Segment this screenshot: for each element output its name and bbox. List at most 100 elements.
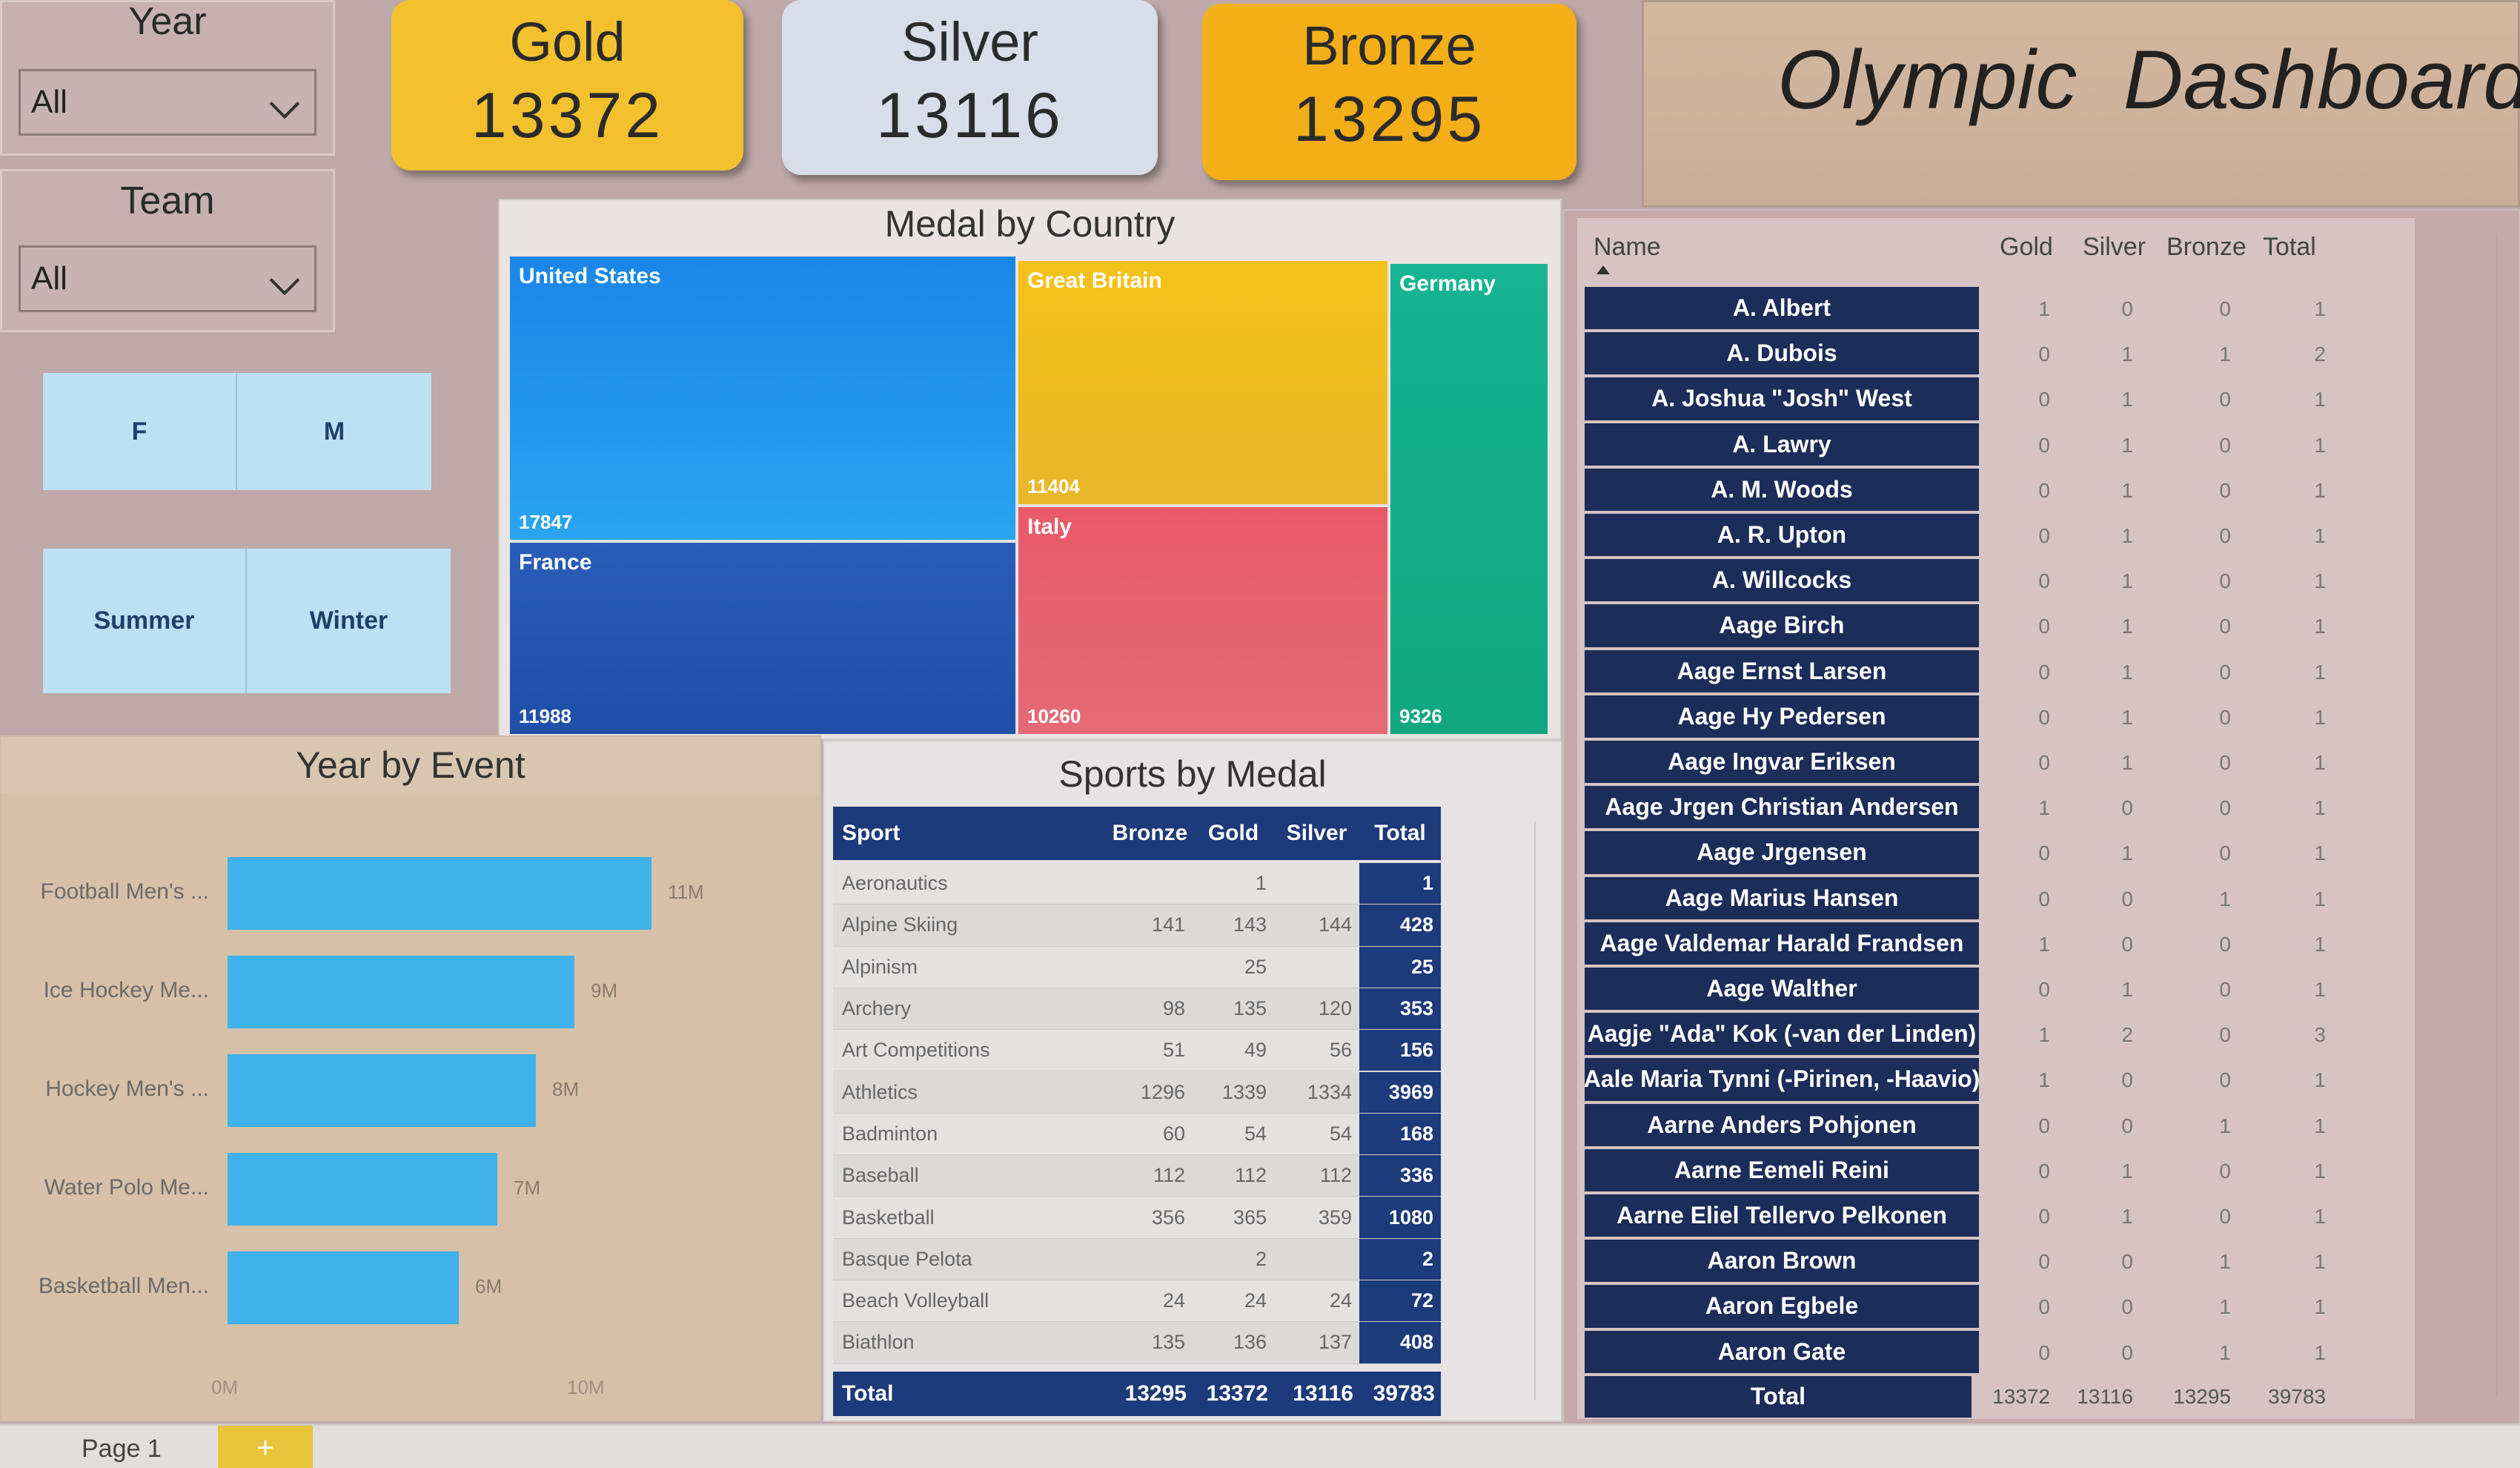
bar-category-label: Basketball Men... (38, 1274, 209, 1298)
column-header-gold[interactable]: Gold (1207, 821, 1259, 845)
column-header-bronze[interactable]: Bronze (2166, 233, 2247, 261)
sort-ascending-icon[interactable] (1596, 265, 1610, 274)
athlete-medal-count: 1 (2314, 660, 2326, 684)
table-row[interactable]: Athletics 1296 1339 1334 3969 (833, 1071, 1441, 1114)
total-cell: Total (842, 1381, 894, 1406)
athlete-table-scrollbar[interactable] (2496, 233, 2514, 1397)
bar-category-label: Ice Hockey Me... (43, 978, 209, 1002)
bar[interactable] (228, 857, 651, 930)
treemap-cell-france[interactable]: France 11988 (510, 543, 1015, 734)
table-row[interactable]: Archery 98 135 120 353 (833, 988, 1441, 1031)
athlete-medal-count: 1 (2314, 978, 2326, 1001)
athlete-name-cell[interactable]: Aale Maria Tynni (-Pirinen, -Haavio) (1585, 1058, 1979, 1101)
season-button-summer[interactable]: Summer (43, 549, 247, 693)
column-header-sport[interactable]: Sport (842, 821, 901, 845)
treemap-cell-italy[interactable]: Italy 10260 (1018, 507, 1387, 734)
column-header-total[interactable]: Total (2263, 233, 2316, 261)
table-row[interactable]: Basketball 356 365 359 1080 (833, 1197, 1441, 1239)
team-slicer-title: Team (120, 179, 215, 222)
bar-category-label: Hockey Men's ... (45, 1077, 209, 1101)
athlete-name-cell[interactable]: Aage Hy Pedersen (1585, 695, 1979, 738)
athlete-name-cell[interactable]: Aarne Anders Pohjonen (1585, 1103, 1979, 1146)
table-row[interactable]: Beach Volleyball 24 24 24 72 (833, 1280, 1441, 1323)
bar[interactable] (228, 1054, 536, 1127)
treemap-cell-germany[interactable]: Germany 9326 (1390, 264, 1548, 734)
column-header-gold[interactable]: Gold (2000, 233, 2053, 261)
athlete-name-cell[interactable]: Aage Ernst Larsen (1585, 649, 1979, 692)
athlete-medal-count: 1 (2314, 932, 2326, 956)
athlete-name-cell[interactable]: Aage Walther (1585, 968, 1979, 1011)
table-row[interactable]: Badminton 60 54 54 168 (833, 1113, 1441, 1156)
athlete-name-cell[interactable]: Aagje "Ada" Kok (-van der Linden) (1585, 1013, 1979, 1056)
add-page-button[interactable]: + (218, 1426, 313, 1468)
athlete-medal-count: 0 (2038, 978, 2050, 1001)
table-row[interactable]: Aeronautics 1 1 (833, 863, 1441, 905)
athlete-name-cell[interactable]: A. R. Upton (1585, 514, 1979, 557)
treemap-cell-great-britain[interactable]: Great Britain 11404 (1018, 261, 1387, 504)
athlete-name-cell[interactable]: A. M. Woods (1585, 468, 1979, 511)
bar[interactable] (228, 1252, 459, 1324)
sex-button-f[interactable]: F (43, 373, 237, 490)
athlete-medal-count: 0 (2038, 343, 2050, 366)
athlete-name-cell[interactable]: Aaron Gate (1585, 1330, 1979, 1373)
bar[interactable] (228, 956, 574, 1028)
page-tab-page-1[interactable]: Page 1 (82, 1435, 162, 1463)
table-cell: 2 (1255, 1247, 1267, 1270)
athlete-name-cell[interactable]: A. Willcocks (1585, 559, 1979, 602)
athlete-name-cell[interactable]: A. Joshua "Josh" West (1585, 377, 1979, 420)
bar-category-label: Water Polo Me... (44, 1175, 209, 1200)
column-header-name[interactable]: Name (1594, 233, 1661, 261)
year-dropdown[interactable]: All (19, 69, 316, 136)
column-header-silver[interactable]: Silver (2083, 233, 2146, 261)
team-dropdown[interactable]: All (19, 245, 316, 312)
column-header-total[interactable]: Total (1374, 821, 1426, 845)
medal-by-country-title: Medal by Country (884, 203, 1176, 245)
athlete-medal-count: 0 (2038, 660, 2050, 684)
table-row[interactable]: Alpinism 25 25 (833, 946, 1441, 988)
athlete-name-cell[interactable]: A. Dubois (1585, 332, 1979, 375)
athlete-name-cell[interactable]: Aage Marius Hansen (1585, 876, 1979, 919)
athlete-name-cell[interactable]: Aaron Egbele (1585, 1285, 1979, 1328)
athlete-medal-count: 1 (2121, 478, 2133, 502)
sex-button-m[interactable]: M (237, 373, 431, 490)
athlete-medal-count: 1 (2121, 1159, 2133, 1183)
athlete-medal-count: 1 (2121, 751, 2133, 774)
athlete-medal-count: 0 (2219, 297, 2231, 320)
athlete-medal-count: 0 (2219, 978, 2231, 1001)
column-header-bronze[interactable]: Bronze (1112, 821, 1188, 845)
table-row[interactable]: Basque Pelota 2 2 (833, 1238, 1441, 1280)
athlete-name-cell[interactable]: Aage Valdemar Harald Frandsen (1585, 922, 1979, 965)
bar-value-label: 8M (552, 1078, 580, 1100)
athlete-medal-count: 1 (2314, 1340, 2326, 1364)
table-row[interactable]: Art Competitions 51 49 56 156 (833, 1030, 1441, 1072)
table-cell: 1 (1255, 872, 1267, 895)
treemap-cell-united-states[interactable]: United States 17847 (510, 257, 1015, 540)
athlete-name-cell[interactable]: A. Albert (1585, 287, 1979, 330)
athlete-medal-count: 0 (2121, 1114, 2133, 1137)
athlete-name-cell[interactable]: Aage Jrgen Christian Andersen (1585, 786, 1979, 829)
table-row[interactable]: Biathlon 135 136 137 408 (833, 1322, 1441, 1364)
athlete-name-cell[interactable]: Aage Jrgensen (1585, 831, 1979, 874)
bar[interactable] (228, 1153, 497, 1226)
athlete-medal-count: 0 (2038, 1159, 2050, 1183)
athlete-medal-count: 1 (2038, 1068, 2050, 1092)
table-cell: 72 (1359, 1280, 1441, 1322)
table-row[interactable]: Alpine Skiing 141 143 144 428 (833, 905, 1441, 947)
column-header-silver[interactable]: Silver (1286, 821, 1347, 845)
athlete-name-cell[interactable]: Aage Birch (1585, 604, 1979, 647)
season-button-winter[interactable]: Winter (247, 549, 451, 693)
table-row[interactable]: Baseball 112 112 112 336 (833, 1155, 1441, 1197)
sports-table-header: Sport Bronze Gold Silver Total (833, 807, 1441, 860)
athlete-name-cell[interactable]: Aarne Eliel Tellervo Pelkonen (1585, 1194, 1979, 1237)
sports-table-scrollbar[interactable] (1534, 821, 1556, 1400)
dashboard-title: Olympic Dashboard (1777, 33, 2520, 126)
athlete-medal-count: 1 (2121, 524, 2133, 547)
athlete-name-cell[interactable]: A. Lawry (1585, 423, 1979, 466)
athlete-medal-count: 0 (2219, 569, 2231, 593)
sport-name: Athletics (842, 1080, 918, 1103)
table-cell: 3969 (1359, 1071, 1441, 1113)
athlete-medal-count: 1 (2121, 615, 2133, 638)
athlete-name-cell[interactable]: Aaron Brown (1585, 1240, 1979, 1283)
athlete-name-cell[interactable]: Aarne Eemeli Reini (1585, 1148, 1979, 1191)
athlete-name-cell[interactable]: Aage Ingvar Eriksen (1585, 741, 1979, 784)
